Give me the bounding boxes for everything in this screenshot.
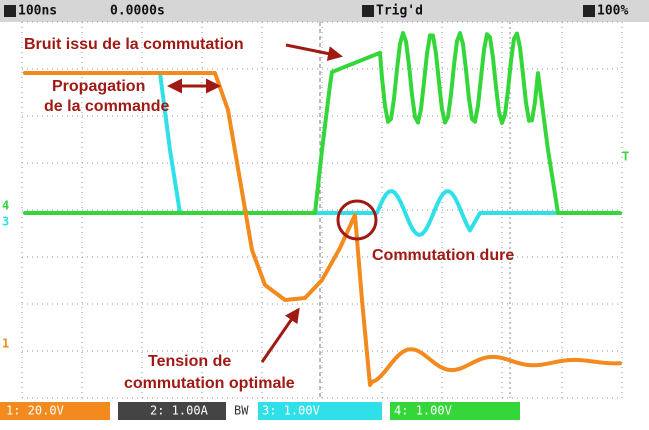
annotation-optimal-voltage: commutation optimale (124, 375, 295, 392)
ch1-scale: 1: 20.0V (6, 404, 64, 418)
annotation-hard-switching: Commutation dure (372, 247, 514, 264)
ch4-scale: 4: 1.00V (394, 404, 452, 418)
icon (362, 5, 374, 17)
icon (583, 5, 595, 17)
zoom: 100% (597, 4, 628, 19)
arrow (262, 310, 298, 362)
bandwidth-limit: BW (234, 404, 249, 418)
header-bar (0, 0, 649, 22)
ch4-marker: 4 (2, 199, 9, 213)
ch3-marker: 3 (2, 215, 9, 229)
ch1-marker: 1 (2, 337, 9, 351)
timebase: 100ns (18, 4, 57, 19)
annotation-propagation: Propagation (52, 78, 145, 95)
waveform-ch4 (25, 33, 620, 213)
ch2-scale: 2: 1.00A (150, 404, 209, 418)
trigger-status: Trig'd (376, 4, 423, 19)
annotation-optimal-voltage: Tension de (148, 353, 231, 370)
time-offset: 0.0000s (110, 4, 165, 19)
oscilloscope-screen: 100ns 0.0000s Trig'd 100% 4 3 1 T Bruit … (0, 0, 649, 430)
annotation-propagation: de la commande (44, 98, 169, 115)
ch3-scale: 3: 1.00V (262, 404, 320, 418)
trigger-marker: T (622, 150, 629, 164)
annotation-noise: Bruit issu de la commutation (24, 36, 244, 53)
icon (4, 5, 16, 17)
arrow (286, 45, 340, 56)
